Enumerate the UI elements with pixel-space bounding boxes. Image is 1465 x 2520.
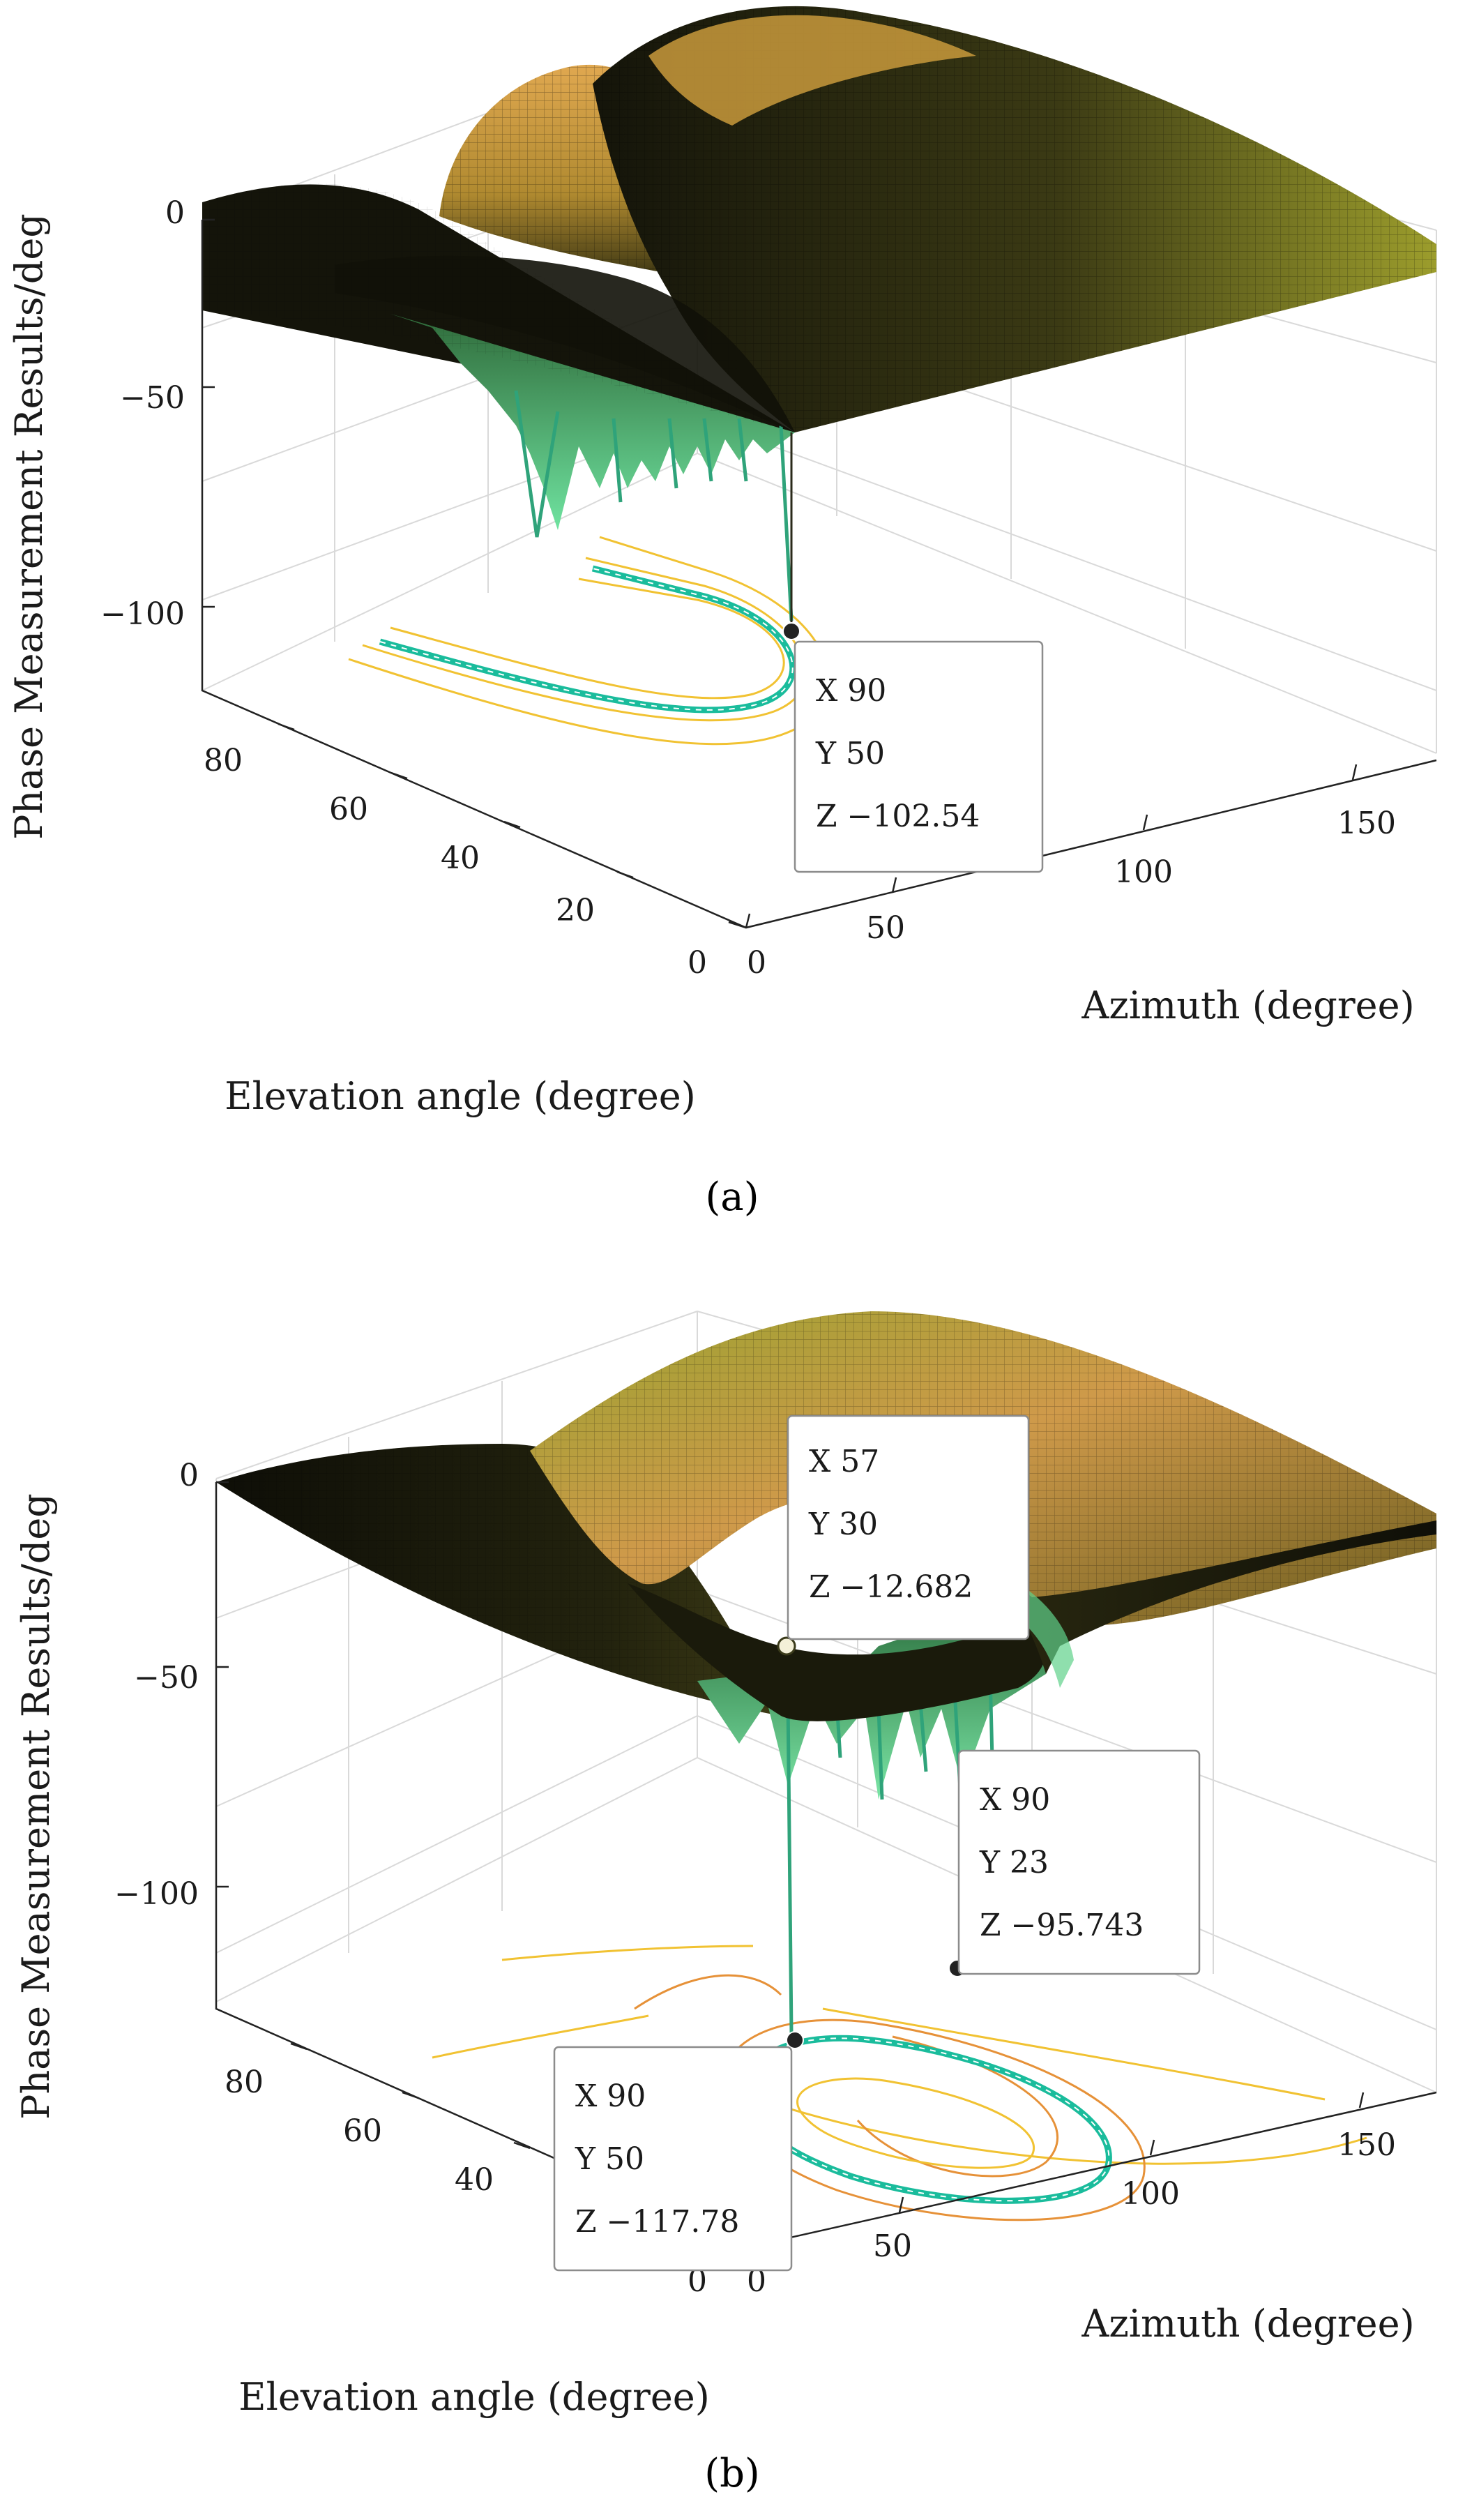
datatip-marker[interactable] xyxy=(782,622,800,640)
x-tick-label: 50 xyxy=(873,2228,912,2264)
y-tick-label: 80 xyxy=(225,2065,264,2100)
y-tick-label: 80 xyxy=(204,743,243,778)
z-tick-label: −100 xyxy=(100,596,185,632)
x-tick-label: 50 xyxy=(866,910,905,946)
surface-plot-a: 0 −50 −100 0 50 100 150 0 20 40 60 80 Ph… xyxy=(7,6,1437,1220)
datatip-marker[interactable] xyxy=(786,2031,804,2049)
datatip-x: X 90 xyxy=(980,1782,1050,1818)
datatip-z: Z −12.682 xyxy=(809,1569,973,1605)
y-tick-label: 40 xyxy=(441,840,480,876)
y-tick-label: 0 xyxy=(688,945,707,981)
panel-label-b: (b) xyxy=(704,2451,760,2496)
axes-a xyxy=(201,218,1437,929)
y-tick-label: 20 xyxy=(556,893,595,928)
figure-panel-a: 0 −50 −100 0 50 100 150 0 20 40 60 80 Ph… xyxy=(0,0,1465,1242)
x-tick-label: 150 xyxy=(1337,806,1396,841)
datatip-x: X 90 xyxy=(816,673,886,709)
surface-mesh-a xyxy=(202,6,1436,621)
datatip-box xyxy=(794,640,1044,873)
x-tick-label: 0 xyxy=(747,945,766,981)
datatip-a1[interactable]: X 90 Y 50 Z −102.54 xyxy=(782,432,1044,873)
z-axis-title: Phase Measurement Results/deg xyxy=(14,1493,58,2120)
x-tick-label: 100 xyxy=(1114,854,1173,890)
datatip-b3[interactable]: X 90 Y 50 Z −117.78 xyxy=(553,2031,804,2272)
x-axis-title: Azimuth (degree) xyxy=(1081,2302,1414,2346)
z-tick-label: −100 xyxy=(114,1876,199,1912)
z-tick-label: 0 xyxy=(165,195,185,231)
figure-panel-b: 0 −50 −100 0 50 100 150 0 40 60 80 Phase… xyxy=(0,1255,1465,2520)
datatip-x: X 90 xyxy=(575,2078,646,2114)
datatip-z: Z −102.54 xyxy=(816,799,980,834)
z-tick-label: −50 xyxy=(120,380,185,416)
y-tick-label: 60 xyxy=(329,792,368,827)
x-tick-label: 150 xyxy=(1337,2127,1396,2163)
datatip-y: Y 50 xyxy=(815,736,885,771)
datatip-box xyxy=(553,2046,793,2272)
z-tick-label: 0 xyxy=(179,1458,199,1493)
datatip-box xyxy=(787,1414,1030,1640)
datatip-x: X 57 xyxy=(809,1444,879,1479)
contour-lines xyxy=(348,536,830,746)
datatip-y: Y 23 xyxy=(979,1845,1049,1880)
surface-plot-b: 0 −50 −100 0 50 100 150 0 40 60 80 Phase… xyxy=(14,1311,1437,2496)
datatip-box xyxy=(957,1749,1201,1975)
z-axis-title: Phase Measurement Results/deg xyxy=(7,213,51,840)
y-tick-label: 60 xyxy=(343,2113,382,2149)
y-tick-label: 40 xyxy=(455,2162,494,2198)
z-tick-label: −50 xyxy=(134,1660,199,1696)
x-axis-title: Azimuth (degree) xyxy=(1081,983,1414,1027)
datatip-z: Z −95.743 xyxy=(980,1908,1144,1943)
x-tick-label: 100 xyxy=(1121,2176,1180,2212)
datatip-y: Y 30 xyxy=(808,1507,878,1542)
datatip-y: Y 50 xyxy=(575,2141,644,2177)
datatip-marker[interactable] xyxy=(777,1636,796,1656)
y-axis-title: Elevation angle (degree) xyxy=(225,1074,696,1118)
datatip-b2[interactable]: X 90 Y 23 Z −95.743 xyxy=(948,1749,1201,1977)
panel-label-a: (a) xyxy=(705,1175,759,1220)
datatip-b1[interactable]: X 57 Y 30 Z −12.682 xyxy=(777,1414,1030,1656)
datatip-z: Z −117.78 xyxy=(575,2204,739,2240)
y-axis-title: Elevation angle (degree) xyxy=(238,2375,710,2419)
